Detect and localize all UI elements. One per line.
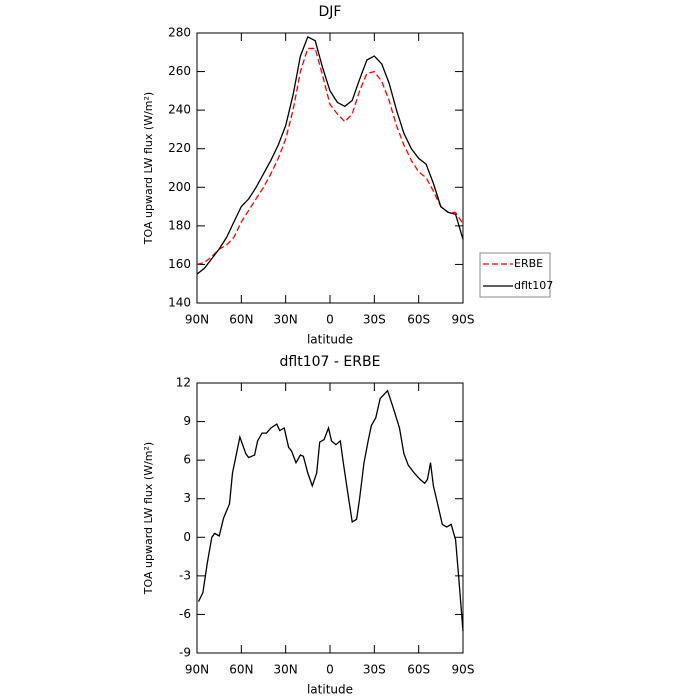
x-tick-label: 0 (326, 313, 334, 327)
y-tick-label: 200 (168, 180, 191, 194)
chart-title: dflt107 - ERBE (280, 354, 381, 370)
y-axis-label: TOA upward LW flux (W/m²) (142, 92, 155, 245)
y-tick-label: 140 (168, 296, 191, 310)
y-tick-label: -3 (179, 568, 191, 582)
data-line (196, 47, 464, 266)
x-tick-label: 30S (363, 313, 386, 327)
plot-frame (196, 382, 464, 654)
x-tick-label: 60N (229, 313, 253, 327)
y-tick-label: 160 (168, 257, 191, 271)
data-line (196, 35, 464, 275)
x-tick-label: 30S (363, 663, 386, 677)
y-tick-label: 180 (168, 218, 191, 232)
x-tick-label: 30N (274, 313, 298, 327)
legend-box (479, 252, 551, 298)
y-tick-label: -6 (179, 607, 191, 621)
y-tick-label: 0 (183, 530, 191, 544)
legend-label: dflt107 (514, 279, 553, 292)
y-tick-label: 6 (183, 453, 191, 467)
data-line (197, 389, 464, 632)
x-tick-label: 60S (407, 663, 430, 677)
y-tick-label: 220 (168, 141, 191, 155)
x-tick-label: 90N (185, 313, 209, 327)
chart-title: DJF (319, 4, 342, 20)
x-tick-label: 60N (229, 663, 253, 677)
x-tick-label: 90N (185, 663, 209, 677)
y-tick-label: 260 (168, 64, 191, 78)
y-tick-label: 12 (176, 376, 191, 390)
x-tick-label: 90S (452, 663, 475, 677)
y-axis-label: TOA upward LW flux (W/m²) (142, 442, 155, 595)
y-tick-label: 9 (183, 414, 191, 428)
x-axis-label: latitude (307, 333, 353, 347)
y-tick-label: 3 (183, 491, 191, 505)
x-tick-label: 30N (274, 663, 298, 677)
y-tick-label: 240 (168, 103, 191, 117)
y-tick-label: 280 (168, 26, 191, 40)
legend-label: ERBE (514, 257, 543, 270)
y-tick-label: -9 (179, 646, 191, 660)
plot-frame (196, 32, 464, 304)
x-tick-label: 60S (407, 313, 430, 327)
x-tick-label: 0 (326, 663, 334, 677)
x-tick-label: 90S (452, 313, 475, 327)
x-axis-label: latitude (307, 683, 353, 697)
